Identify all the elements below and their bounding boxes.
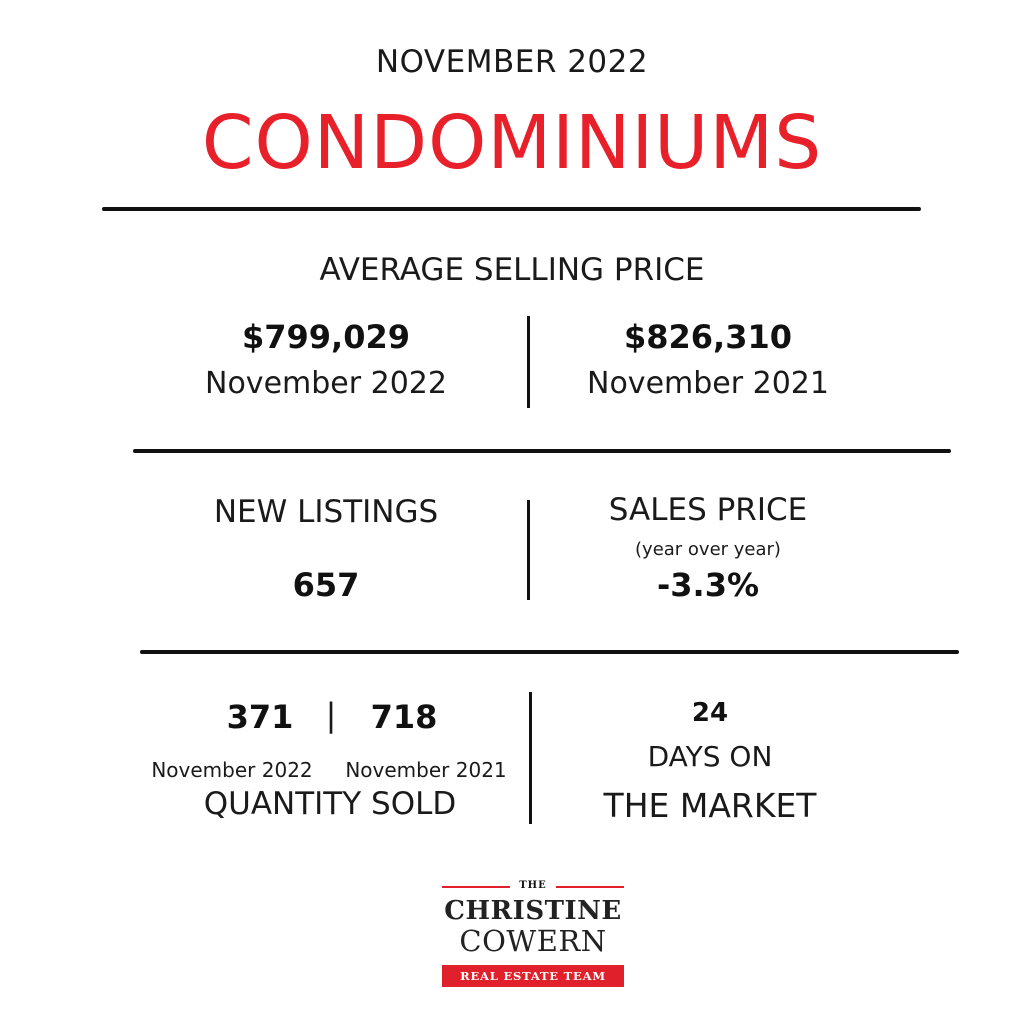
quantity-sold-separator: | xyxy=(325,696,337,734)
divider-vertical-3 xyxy=(529,692,532,824)
logo-christine-text: CHRISTINE xyxy=(444,896,622,926)
avg-price-current-value: $799,029 xyxy=(241,318,410,356)
sales-price-value: -3.3% xyxy=(656,566,760,604)
sales-price-title: SALES PRICE xyxy=(608,492,808,528)
logo-top-rule: THE xyxy=(442,880,624,894)
days-on-market-line2: THE MARKET xyxy=(603,786,817,825)
divider-middle xyxy=(133,449,951,453)
quantity-sold-previous-value: 718 xyxy=(370,698,438,736)
logo-rule-left xyxy=(442,886,510,888)
average-selling-price-title: AVERAGE SELLING PRICE xyxy=(319,252,705,288)
divider-vertical-2 xyxy=(527,500,530,600)
days-on-market-line1: DAYS ON xyxy=(647,740,773,773)
report-period: NOVEMBER 2022 xyxy=(375,44,649,80)
avg-price-previous-label: November 2021 xyxy=(587,366,829,401)
days-on-market-value: 24 xyxy=(691,698,729,728)
logo-real-estate-team-band: REAL ESTATE TEAM xyxy=(442,965,624,987)
quantity-sold-previous-label: November 2021 xyxy=(345,758,507,782)
page-title: CONDOMINIUMS xyxy=(201,100,823,186)
divider-vertical-1 xyxy=(527,316,530,408)
logo-the-text: THE xyxy=(519,880,547,891)
new-listings-value: 657 xyxy=(292,566,360,604)
divider-top xyxy=(102,207,921,211)
avg-price-current-label: November 2022 xyxy=(205,366,447,401)
logo-rule-right xyxy=(556,886,624,888)
quantity-sold-current-label: November 2022 xyxy=(151,758,313,782)
divider-lower xyxy=(140,650,959,654)
quantity-sold-title: QUANTITY SOLD xyxy=(203,786,457,822)
sales-price-subtitle: (year over year) xyxy=(635,539,781,560)
avg-price-previous-value: $826,310 xyxy=(623,318,792,356)
company-logo: THE CHRISTINE COWERN REAL ESTATE TEAM xyxy=(442,880,624,992)
logo-cowern-text: COWERN xyxy=(459,924,607,958)
new-listings-title: NEW LISTINGS xyxy=(213,494,439,530)
quantity-sold-current-value: 371 xyxy=(226,698,294,736)
